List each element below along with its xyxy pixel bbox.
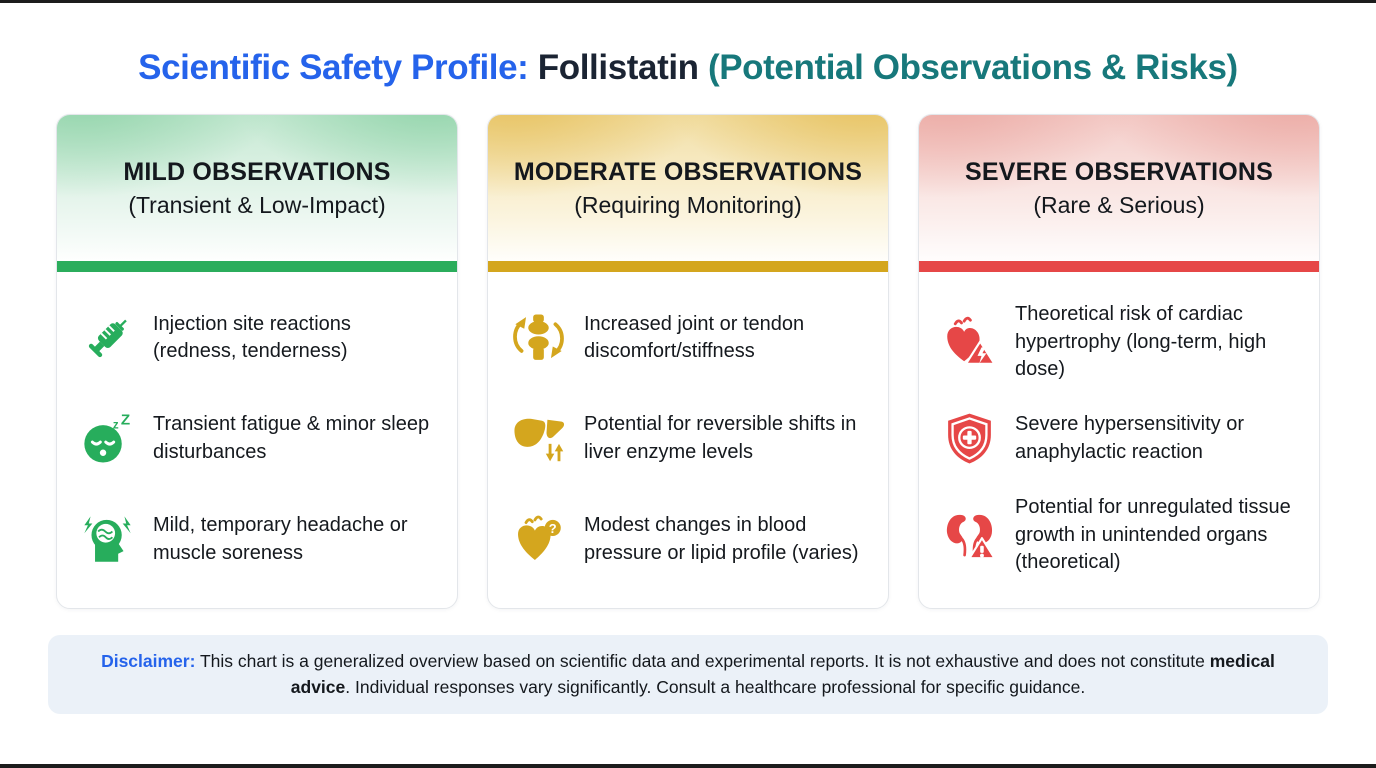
- list-item: Severe hypersensitivity or anaphylactic …: [941, 410, 1297, 467]
- item-text: Transient fatigue & minor sleep disturba…: [153, 413, 430, 463]
- list-item: z Z Transient fatigue & minor sleep dist…: [79, 410, 435, 467]
- cards-row: MILD OBSERVATIONS (Transient & Low-Impac…: [56, 114, 1320, 609]
- joint-rotation-icon: [510, 310, 567, 367]
- severe-observations-card: SEVERE OBSERVATIONS (Rare & Serious) The…: [918, 114, 1320, 609]
- list-item: ? Modest changes in blood pressure or li…: [510, 511, 866, 568]
- kidneys-warning-icon: [941, 507, 998, 564]
- item-text: Potential for reversible shifts in liver…: [584, 413, 857, 463]
- item-text: Mild, temporary headache or muscle soren…: [153, 514, 408, 564]
- bottom-border-line: [0, 764, 1376, 768]
- svg-text:z: z: [113, 420, 119, 432]
- list-item: Increased joint or tendon discomfort/sti…: [510, 310, 866, 367]
- list-item: Theoretical risk of cardiac hypertrophy …: [941, 301, 1297, 384]
- card-subtitle: (Rare & Serious): [1033, 191, 1205, 218]
- item-text: Increased joint or tendon discomfort/sti…: [584, 312, 805, 363]
- card-title: MODERATE OBSERVATIONS: [513, 157, 863, 186]
- card-title: SEVERE OBSERVATIONS: [964, 157, 1274, 186]
- moderate-card-body: Increased joint or tendon discomfort/sti…: [488, 272, 888, 608]
- mild-card-body: Injection site reactions (redness, tende…: [57, 272, 457, 608]
- item-text: Modest changes in blood pressure or lipi…: [584, 514, 859, 564]
- card-title: MILD OBSERVATIONS: [123, 157, 391, 186]
- disclaimer-panel: Disclaimer: This chart is a generalized …: [48, 635, 1328, 714]
- severe-card-header: SEVERE OBSERVATIONS (Rare & Serious): [919, 115, 1319, 261]
- page-title: Scientific Safety Profile: Follistatin (…: [0, 0, 1376, 88]
- svg-text:Z: Z: [121, 412, 130, 429]
- liver-enzyme-icon: [510, 410, 567, 467]
- item-text: Injection site reactions (redness, tende…: [153, 312, 351, 363]
- severe-divider-bar: [919, 261, 1319, 272]
- moderate-divider-bar: [488, 261, 888, 272]
- disclaimer-bold: medical advice: [290, 651, 1275, 698]
- page-title-subject: Follistatin: [537, 48, 699, 87]
- disclaimer-body-1: This chart is a generalized overview bas…: [195, 651, 1210, 671]
- disclaimer-body-2: . Individual responses vary significantl…: [345, 677, 1086, 698]
- moderate-observations-card: MODERATE OBSERVATIONS (Requiring Monitor…: [487, 114, 889, 609]
- heart-question-icon: ?: [510, 511, 567, 568]
- headache-icon: [79, 511, 136, 568]
- item-text: Potential for unregulated tissue growth …: [1015, 495, 1291, 574]
- card-subtitle: (Requiring Monitoring): [574, 191, 802, 218]
- list-item: Potential for reversible shifts in liver…: [510, 410, 866, 467]
- mild-card-header: MILD OBSERVATIONS (Transient & Low-Impac…: [57, 115, 457, 261]
- top-border-line: [0, 0, 1376, 3]
- list-item: Potential for unregulated tissue growth …: [941, 494, 1297, 577]
- item-text: Severe hypersensitivity or anaphylactic …: [1015, 413, 1244, 463]
- syringe-icon: [79, 310, 136, 367]
- disclaimer-text: Disclaimer: This chart is a generalized …: [88, 648, 1288, 701]
- page-title-prefix: Scientific Safety Profile:: [138, 48, 538, 87]
- mild-observations-card: MILD OBSERVATIONS (Transient & Low-Impac…: [56, 114, 458, 609]
- mild-divider-bar: [57, 261, 457, 272]
- moderate-card-header: MODERATE OBSERVATIONS (Requiring Monitor…: [488, 115, 888, 261]
- list-item: Mild, temporary headache or muscle soren…: [79, 511, 435, 568]
- list-item: Injection site reactions (redness, tende…: [79, 310, 435, 367]
- svg-text:?: ?: [549, 521, 557, 536]
- sleeping-face-icon: z Z: [79, 410, 136, 467]
- severe-card-body: Theoretical risk of cardiac hypertrophy …: [919, 272, 1319, 608]
- item-text: Theoretical risk of cardiac hypertrophy …: [1015, 303, 1267, 381]
- shield-cross-icon: [941, 410, 998, 467]
- cardiac-warning-icon: [941, 314, 998, 371]
- page-title-suffix: (Potential Observations & Risks): [698, 48, 1238, 87]
- card-subtitle: (Transient & Low-Impact): [128, 191, 386, 218]
- disclaimer-label: Disclaimer:: [101, 651, 196, 671]
